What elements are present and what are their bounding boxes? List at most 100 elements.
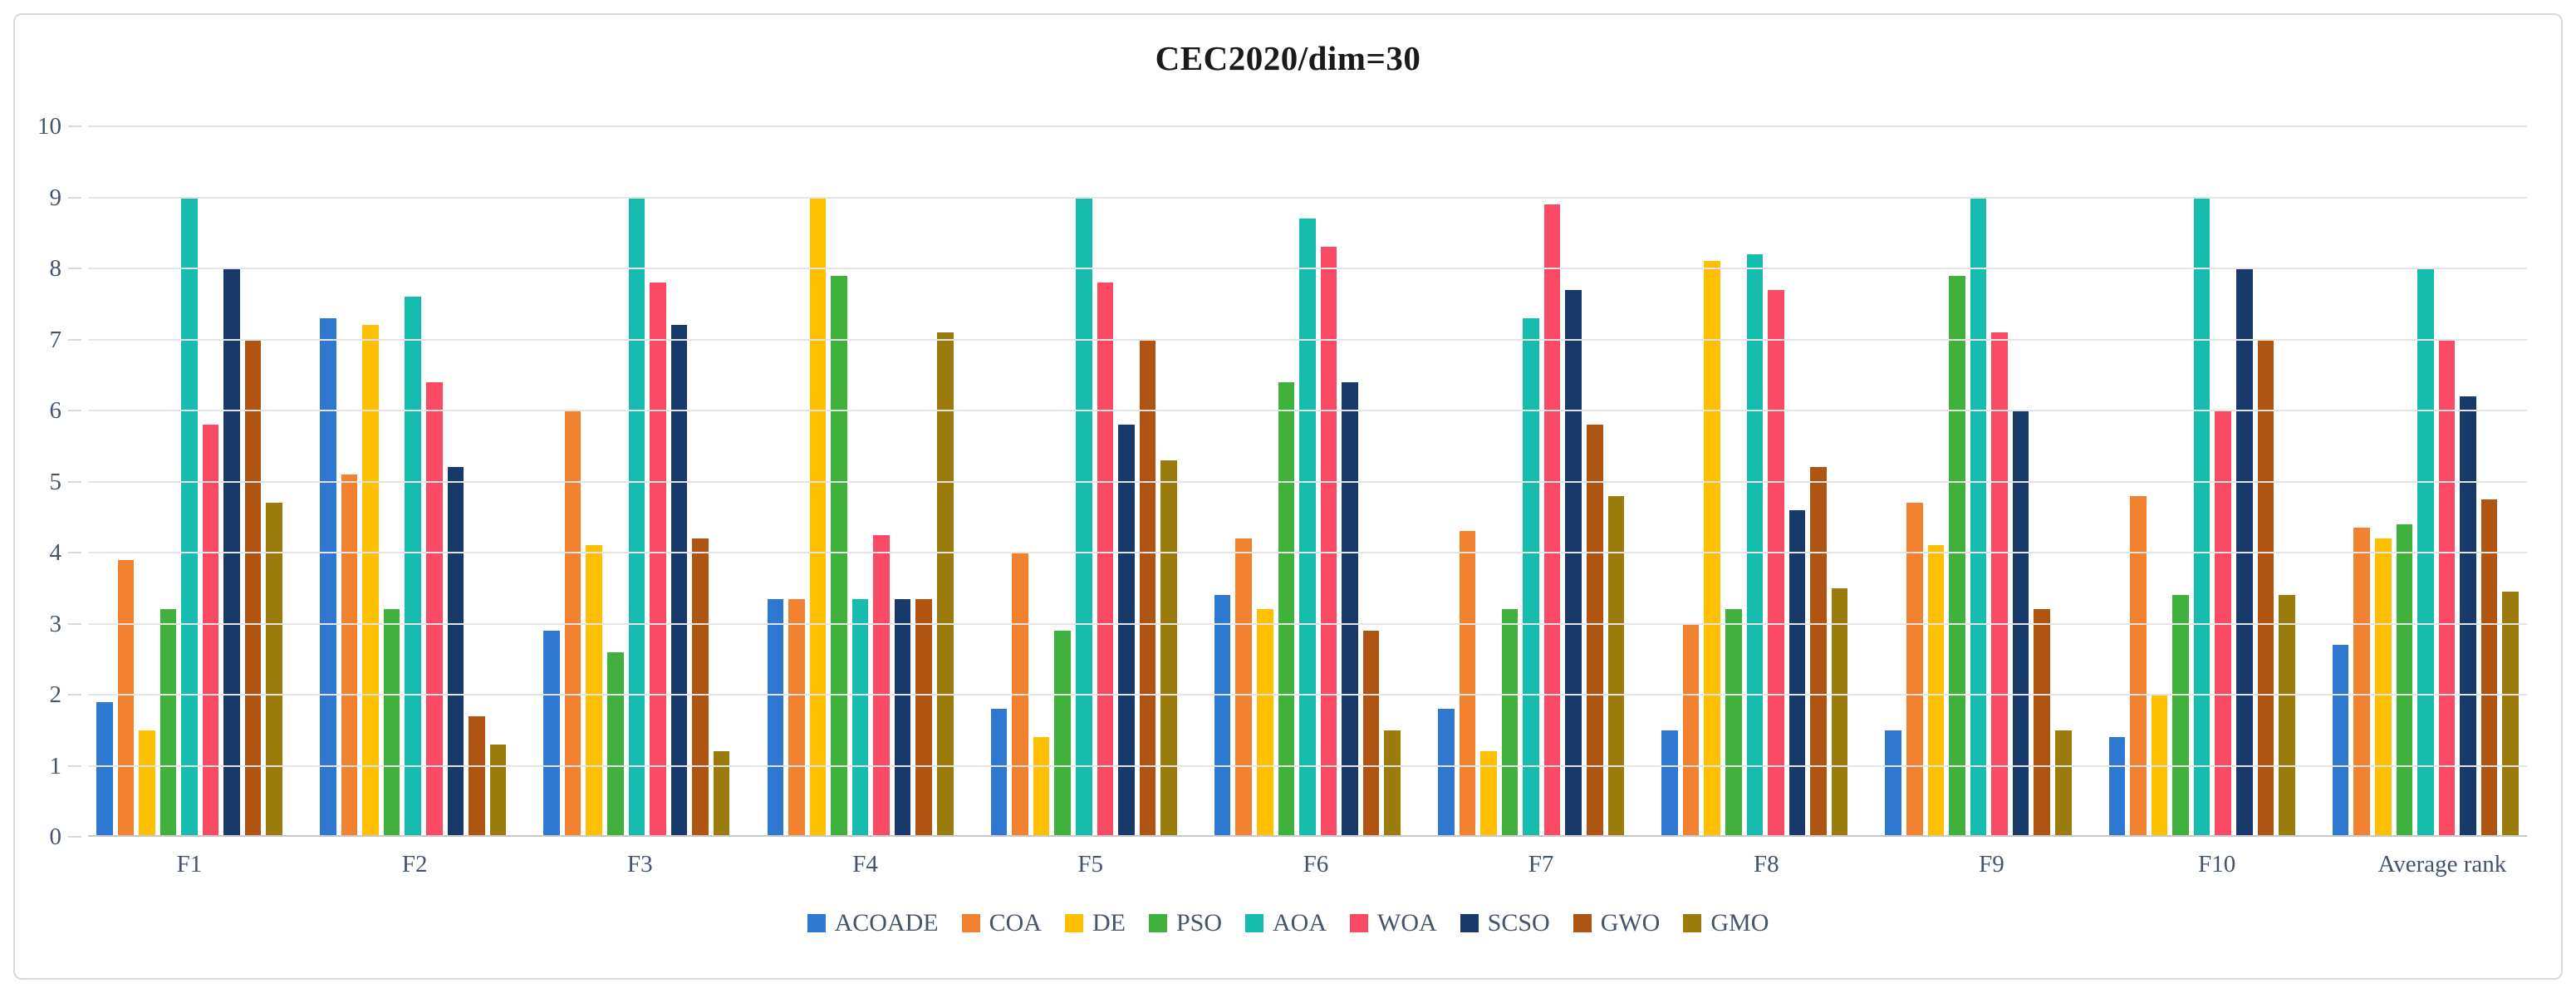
y-tick-label-10: 10 — [37, 113, 61, 140]
legend-swatch-SCSO — [1460, 914, 1479, 932]
legend-item-SCSO: SCSO — [1460, 909, 1550, 937]
bar-AOA-F6 — [1299, 219, 1316, 837]
legend-label-WOA: WOA — [1377, 909, 1437, 936]
legend-item-WOA: WOA — [1350, 909, 1437, 937]
y-tick-label-8: 8 — [49, 255, 62, 282]
bar-AOA-F9 — [1970, 197, 1987, 837]
bar-group-F7 — [1438, 126, 1625, 837]
y-tickmark-6 — [68, 410, 81, 411]
bar-GWO-F5 — [1139, 339, 1156, 837]
bar-COA-Average rank — [2353, 528, 2370, 837]
bar-GWO-F9 — [2034, 609, 2050, 837]
bar-WOA-F8 — [1768, 289, 1784, 837]
bar-PSO-Average rank — [2396, 524, 2413, 837]
bar-GMO-F7 — [1607, 495, 1625, 837]
bar-SCSO-F8 — [1788, 509, 1806, 837]
y-tick-label-0: 0 — [49, 823, 62, 850]
bar-WOA-F7 — [1543, 204, 1561, 837]
gridline-3 — [88, 622, 2527, 625]
legend-label-COA: COA — [989, 909, 1042, 936]
legend-item-COA: COA — [961, 909, 1042, 937]
x-category-label-F6: F6 — [1303, 851, 1329, 877]
bar-ACOADE-Average rank — [2332, 645, 2349, 837]
bar-GMO-F3 — [713, 751, 730, 837]
y-tick-label-2: 2 — [49, 681, 62, 708]
bar-SCSO-F4 — [894, 598, 911, 837]
bar-GWO-F2 — [469, 715, 485, 837]
bar-DE-F9 — [1927, 545, 1945, 837]
bar-AOA-F2 — [405, 297, 421, 837]
x-category-label-F7: F7 — [1528, 851, 1554, 877]
bar-WOA-F1 — [202, 425, 219, 837]
bar-GWO-F1 — [244, 339, 262, 837]
legend-item-GMO: GMO — [1683, 909, 1769, 937]
legend-label-GWO: GWO — [1600, 909, 1661, 936]
bar-group-F4 — [767, 126, 954, 837]
gridline-2 — [88, 694, 2527, 696]
legend-swatch-COA — [961, 914, 980, 932]
x-category-label-F8: F8 — [1753, 851, 1779, 877]
legend-label-AOA: AOA — [1273, 909, 1327, 936]
x-category-label-F5: F5 — [1077, 851, 1104, 877]
bar-GWO-F8 — [1810, 467, 1827, 837]
bar-WOA-F6 — [1320, 247, 1337, 837]
bar-ACOADE-F7 — [1438, 709, 1455, 837]
x-category-label-F4: F4 — [852, 851, 878, 877]
bar-AOA-F1 — [181, 197, 198, 837]
bar-ACOADE-F5 — [990, 709, 1008, 837]
bar-PSO-F1 — [159, 609, 177, 837]
bar-COA-F8 — [1682, 623, 1700, 837]
bar-AOA-F3 — [628, 197, 645, 837]
bar-group-F2 — [320, 126, 507, 837]
bar-PSO-F9 — [1949, 275, 1965, 837]
legend-swatch-AOA — [1245, 914, 1263, 932]
bar-AOA-F8 — [1746, 253, 1764, 837]
bar-GMO-F8 — [1831, 587, 1848, 837]
bar-SCSO-Average rank — [2460, 396, 2476, 837]
gridline-5 — [88, 480, 2527, 483]
bar-COA-F7 — [1459, 531, 1476, 837]
bar-GMO-F6 — [1384, 730, 1401, 837]
y-tick-label-7: 7 — [49, 326, 62, 353]
bar-GWO-F4 — [915, 598, 933, 837]
y-tick-label-6: 6 — [49, 397, 62, 424]
bar-PSO-F6 — [1278, 381, 1295, 837]
bar-COA-F2 — [341, 474, 358, 837]
bar-DE-F6 — [1257, 609, 1273, 837]
y-tick-label-9: 9 — [49, 184, 62, 211]
y-tickmark-2 — [68, 694, 81, 696]
bar-DE-F4 — [809, 197, 827, 837]
gridline-10 — [88, 125, 2527, 127]
x-axis-line — [88, 835, 2527, 837]
bar-ACOADE-F6 — [1214, 595, 1231, 837]
bar-GMO-F9 — [2054, 730, 2072, 837]
bar-SCSO-F5 — [1118, 425, 1135, 837]
y-tickmark-4 — [68, 552, 81, 553]
y-tickmark-0 — [68, 836, 81, 838]
bar-group-F3 — [543, 126, 730, 837]
x-category-label-F10: F10 — [2198, 851, 2236, 877]
y-tick-label-4: 4 — [49, 539, 62, 566]
bar-ACOADE-F9 — [1885, 730, 1902, 837]
legend-label-ACOADE: ACOADE — [834, 909, 939, 936]
bar-group-F8 — [1661, 126, 1848, 837]
bar-ACOADE-F1 — [96, 701, 113, 837]
bar-WOA-F5 — [1097, 283, 1114, 837]
bar-group-F1 — [96, 126, 283, 837]
legend-swatch-ACOADE — [807, 914, 826, 932]
legend-label-DE: DE — [1092, 909, 1126, 936]
bar-GMO-Average rank — [2502, 592, 2519, 837]
bar-ACOADE-F10 — [2108, 737, 2126, 837]
y-tickmark-7 — [68, 338, 81, 341]
gridline-7 — [88, 338, 2527, 341]
bar-ACOADE-F4 — [767, 598, 784, 837]
bar-group-F9 — [1885, 126, 2072, 837]
bar-GWO-F10 — [2257, 339, 2274, 837]
bar-GWO-F3 — [692, 538, 709, 837]
bar-DE-Average rank — [2374, 538, 2392, 837]
bar-COA-F9 — [1906, 503, 1923, 837]
bar-WOA-F3 — [650, 283, 666, 837]
bar-GWO-F6 — [1362, 631, 1380, 837]
bar-group-F5 — [990, 126, 1177, 837]
x-axis-labels: F1 F2 F3 F4 F5 F6 F7 F8 F9 F10 Average rank — [88, 851, 2544, 878]
